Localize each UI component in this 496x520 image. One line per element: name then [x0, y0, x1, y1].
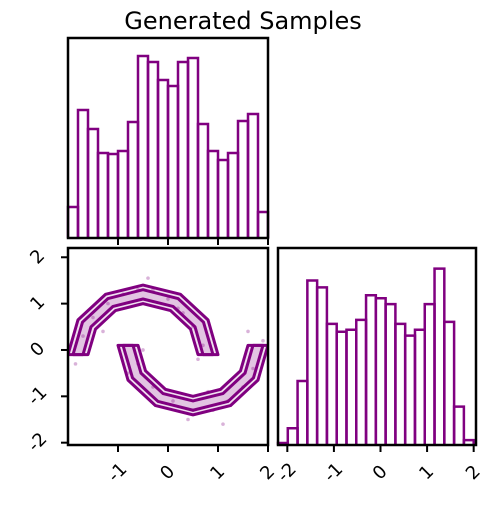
sample-point: [73, 362, 78, 366]
sample-point: [146, 276, 150, 280]
histogram-step: [452, 405, 466, 445]
histogram-step: [355, 318, 368, 445]
histogram-step: [384, 302, 397, 445]
histogram-step: [325, 322, 338, 445]
histogram-step: [433, 267, 446, 445]
histogram-step: [462, 438, 475, 445]
histogram-step: [335, 330, 348, 445]
histogram-step: [256, 210, 270, 238]
x-tick-label: 1: [206, 461, 229, 484]
histogram-step: [196, 122, 210, 238]
sample-point: [141, 348, 145, 352]
histogram-step: [236, 119, 250, 238]
x-tick-label: 2: [462, 461, 485, 484]
histogram-step: [216, 158, 230, 238]
histogram-step: [126, 120, 140, 238]
x-tick-label: -2: [273, 459, 301, 487]
y-tick-label: -1: [24, 382, 52, 410]
x-tick-label: 1: [415, 461, 438, 484]
histogram-step: [116, 149, 130, 238]
x-tick-label: 0: [156, 461, 179, 484]
histogram-step: [374, 296, 387, 445]
y-tick-label: 2: [26, 245, 49, 268]
sample-point: [261, 338, 265, 343]
histogram-step: [315, 286, 329, 445]
histogram-step: [403, 334, 417, 445]
histogram-step: [146, 60, 160, 238]
sample-point: [246, 329, 250, 334]
histogram-step: [86, 127, 100, 238]
sample-point: [91, 315, 95, 320]
histogram-step: [166, 84, 180, 238]
axes-frame: [66, 246, 270, 447]
histogram-step: [345, 328, 358, 445]
histogram-step: [423, 302, 436, 445]
y-tick-label: -2: [24, 429, 52, 457]
histogram-step: [296, 379, 309, 445]
x-tick-label: 0: [369, 461, 392, 484]
sample-point: [81, 334, 85, 338]
histogram-step: [156, 78, 170, 238]
histogram-step: [246, 112, 260, 238]
density-contour: [71, 288, 215, 357]
histogram-step: [226, 151, 240, 238]
histogram-step: [206, 149, 220, 238]
histogram-step: [364, 294, 378, 445]
y-tick-label: 1: [26, 292, 49, 315]
sample-point: [186, 417, 190, 422]
histogram-step: [394, 322, 407, 445]
histogram-step: [106, 152, 120, 238]
sample-point: [251, 366, 255, 371]
sample-point: [171, 399, 175, 403]
histogram-step: [443, 320, 456, 445]
histogram-step: [66, 205, 80, 238]
chart-title: Generated Samples: [124, 7, 361, 35]
density-contour: [121, 343, 265, 412]
sample-point: [196, 357, 200, 362]
histogram-step: [136, 54, 150, 238]
sample-point: [106, 301, 110, 306]
histogram-step: [286, 427, 299, 445]
histogram-step: [76, 108, 90, 238]
histogram-step: [176, 60, 190, 238]
x-tick-label: -1: [104, 459, 132, 487]
histogram-step: [306, 279, 319, 445]
histogram-step: [96, 151, 110, 238]
sample-point: [101, 329, 105, 334]
axes-frame: [276, 246, 478, 447]
y-tick-label: 0: [26, 338, 49, 361]
plot-area: [68, 276, 268, 426]
x-tick-label: -1: [320, 459, 348, 487]
sample-point: [221, 422, 225, 426]
histogram-step: [186, 56, 200, 238]
sample-point: [166, 297, 170, 301]
histogram-step: [413, 328, 427, 445]
